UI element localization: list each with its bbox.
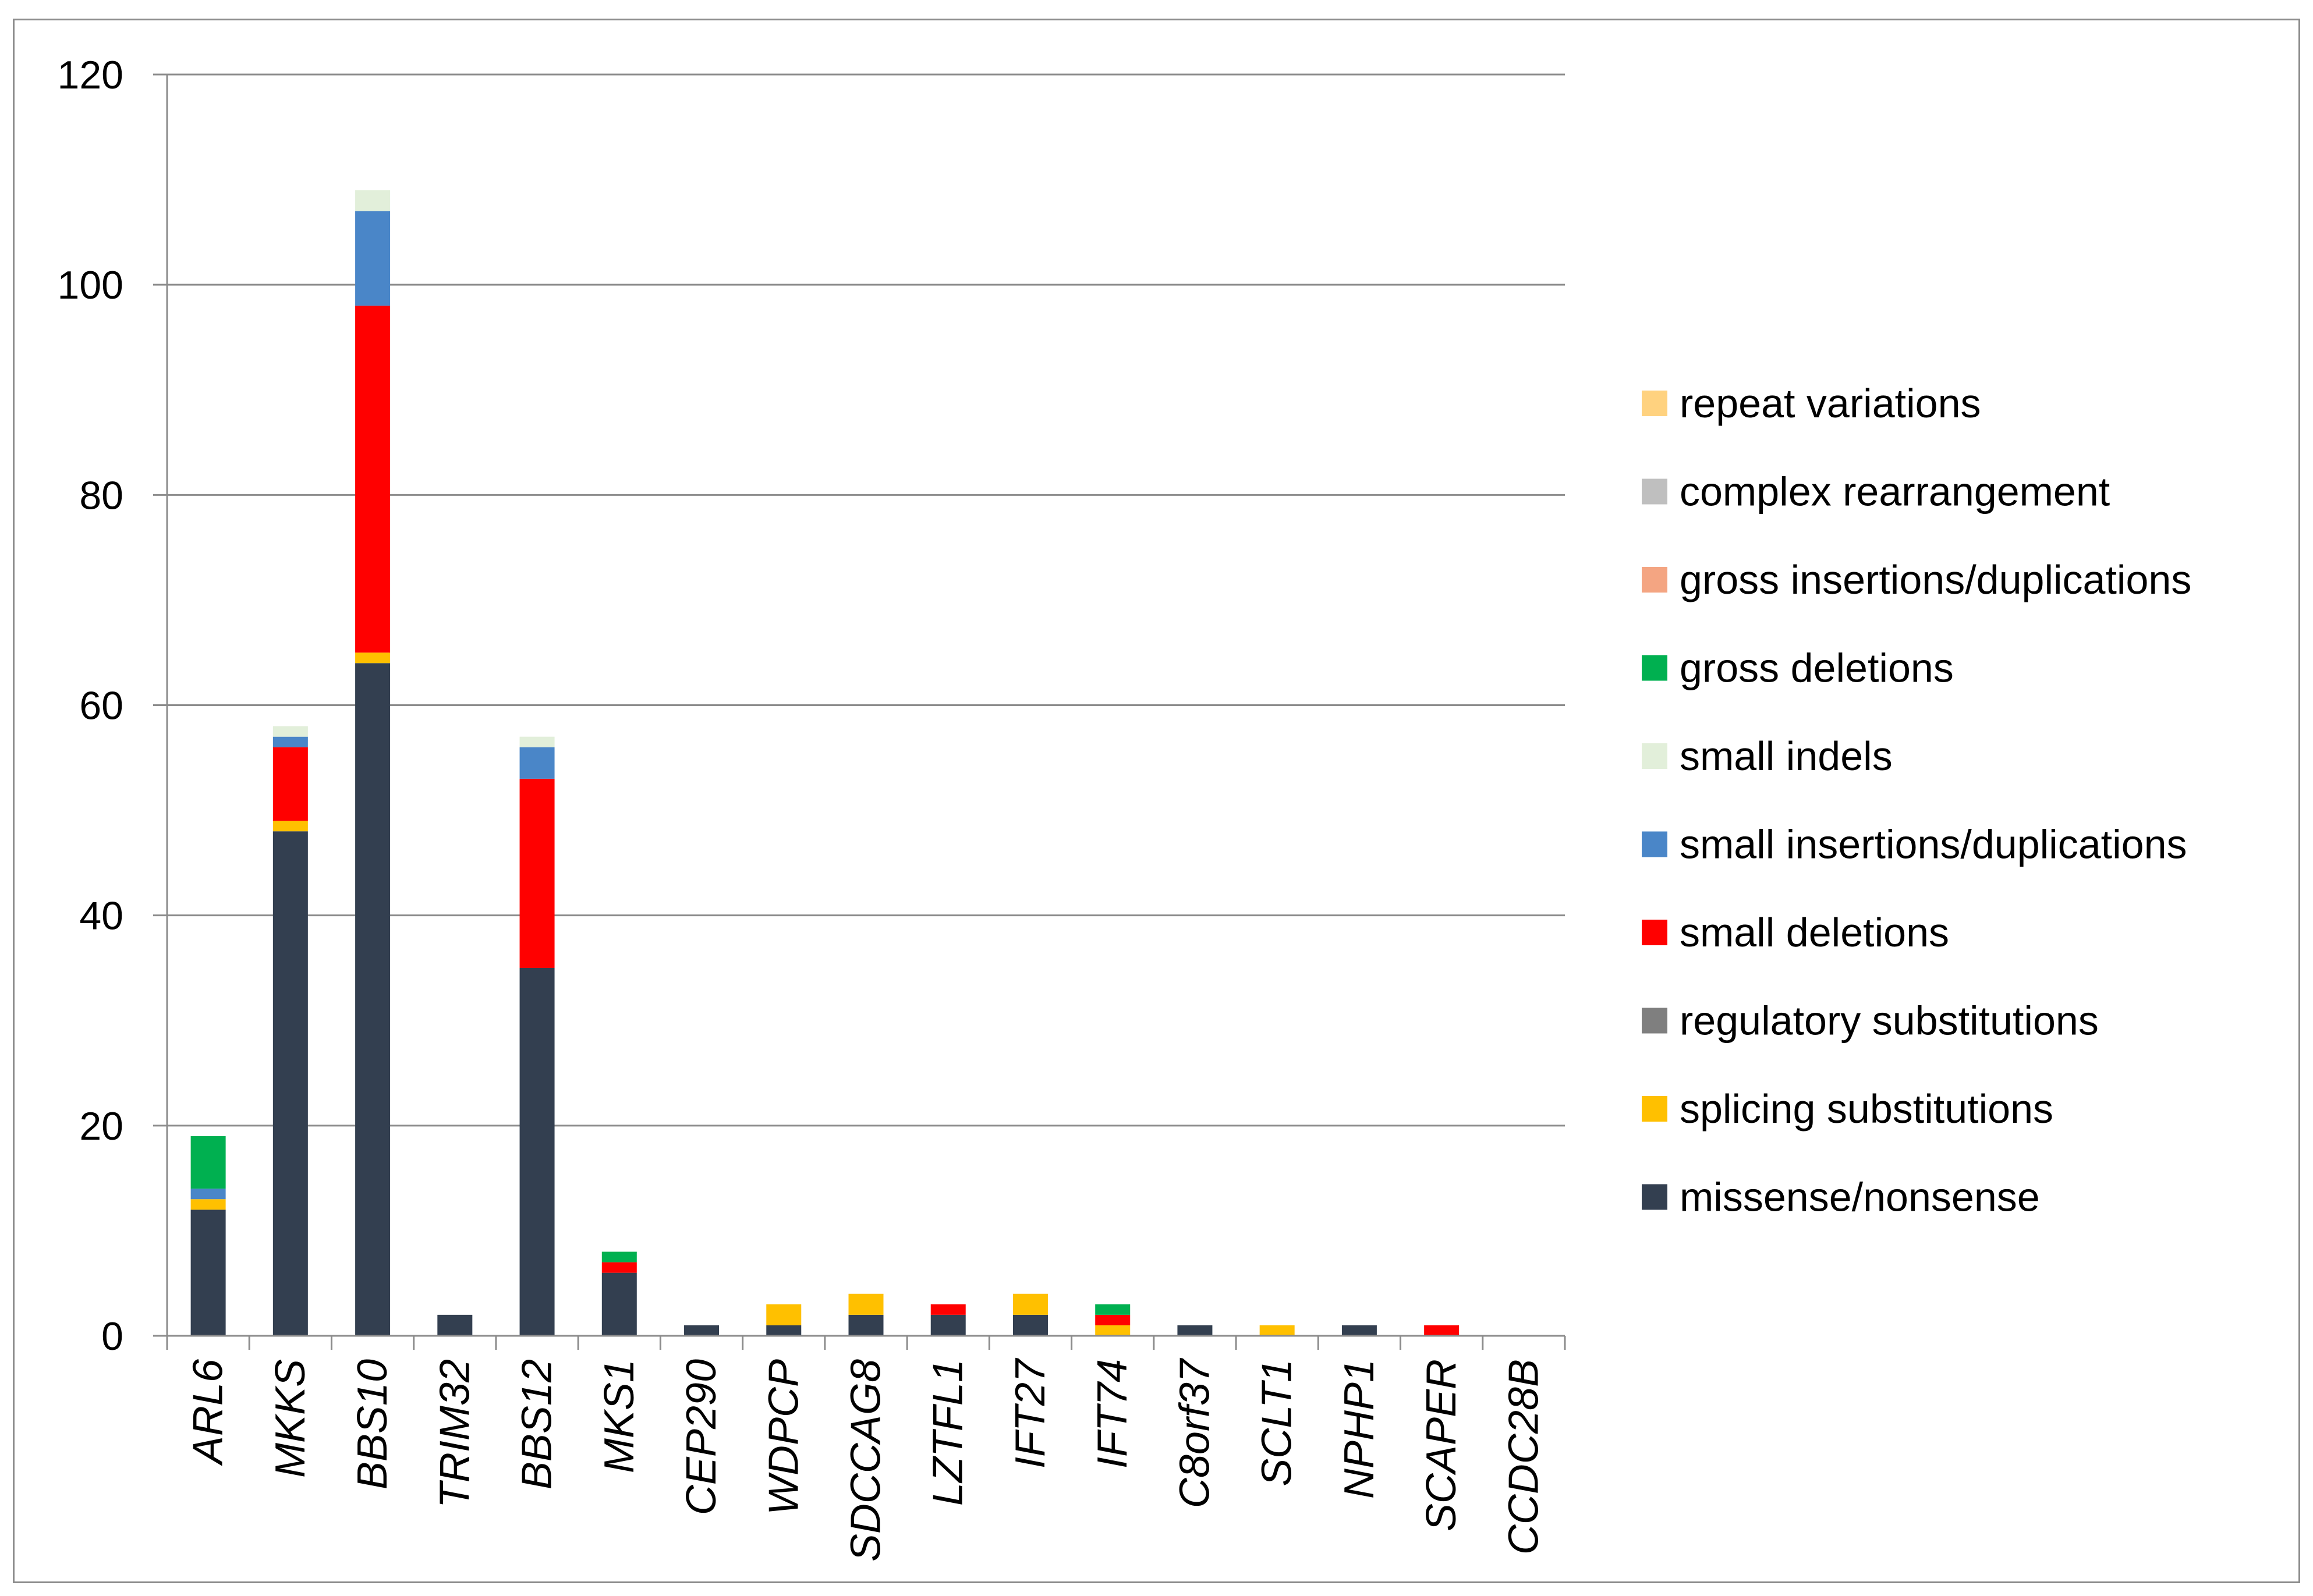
legend-label: complex rearrangement — [1680, 469, 2110, 515]
y-tick-label: 20 — [79, 1104, 123, 1148]
bar-segment-ARL6-gross-deletions — [190, 1136, 226, 1189]
x-tick-label: SDCCAG8 — [843, 1359, 890, 1562]
y-tick-label: 100 — [58, 263, 123, 307]
x-tick-label: NPHP1 — [1336, 1359, 1383, 1499]
x-tick-label: ARL6 — [185, 1359, 232, 1466]
bar-segment-CEP290-missense-nonsense — [684, 1325, 720, 1336]
legend-label: regulatory substitutions — [1680, 998, 2099, 1044]
legend-swatch — [1642, 655, 1667, 681]
bars — [190, 190, 1460, 1336]
legend-label: missense/nonsense — [1680, 1175, 2040, 1220]
legend-label: splicing substitutions — [1680, 1086, 2053, 1132]
bar-segment-SDCCAG8-missense-nonsense — [848, 1314, 884, 1336]
bar-segment-MKKS-splicing-substitutions — [272, 821, 308, 832]
bar-segment-ARL6-small-insertions-duplications — [190, 1189, 226, 1200]
y-tick-label: 80 — [79, 473, 123, 517]
gridlines — [167, 73, 1565, 1127]
bar-segment-WDPCP-missense-nonsense — [766, 1325, 802, 1336]
bar-segment-SDCCAG8-splicing-substitutions — [848, 1293, 884, 1315]
x-tick-label: TRIM32 — [431, 1359, 478, 1508]
bar-segment-BBS10-small-insertions-duplications — [355, 211, 391, 306]
y-tick-label: 120 — [58, 53, 123, 97]
bar-segment-NPHP1-missense-nonsense — [1341, 1325, 1377, 1336]
legend-swatch — [1642, 743, 1667, 769]
legend-swatch — [1642, 920, 1667, 945]
legend-swatch — [1642, 1184, 1667, 1210]
bar-segment-WDPCP-splicing-substitutions — [766, 1304, 802, 1325]
x-tick-labels: ARL6 MKKS BBS10 TRIM32 BBS12 MKS1 CEP290 WDPCP S… — [185, 1357, 1547, 1562]
y-tick-labels: 0 20 40 60 80 100 120 — [58, 53, 123, 1359]
x-tick-label: CEP290 — [678, 1359, 725, 1515]
bar-segment-C8orf37-missense-nonsense — [1177, 1325, 1213, 1336]
legend-swatch — [1642, 391, 1667, 416]
bar-segment-ARL6-splicing-substitutions — [190, 1199, 226, 1210]
y-tick-label: 40 — [79, 894, 123, 938]
y-tick-label: 60 — [79, 684, 123, 728]
legend-label: gross deletions — [1680, 646, 1954, 691]
bar-segment-BBS12-missense-nonsense — [519, 967, 555, 1336]
legend-label: repeat variations — [1680, 381, 1981, 426]
bar-segment-IFT74-gross-deletions — [1095, 1304, 1131, 1315]
bar-segment-ARL6-missense-nonsense — [190, 1210, 226, 1336]
bar-segment-BBS12-small-insertions-duplications — [519, 747, 555, 779]
legend-label: small insertions/duplications — [1680, 822, 2187, 867]
legend-label: small deletions — [1680, 910, 1949, 955]
bar-segment-BBS12-small-indels — [519, 736, 555, 747]
legend-label: small indels — [1680, 733, 1893, 779]
x-tick-label: MKKS — [267, 1359, 314, 1478]
bar-segment-MKS1-small-deletions — [601, 1262, 637, 1273]
legend-swatch — [1642, 831, 1667, 857]
bar-segment-SCAPER-small-deletions — [1424, 1325, 1460, 1336]
x-tick-label: LZTFL1 — [925, 1359, 972, 1506]
legend-swatch — [1642, 1096, 1667, 1122]
legend-swatch — [1642, 478, 1667, 505]
bar-segment-LZTFL1-small-deletions — [930, 1304, 966, 1315]
x-tick-label: BBS10 — [349, 1359, 396, 1489]
bar-segment-MKKS-small-indels — [272, 726, 308, 737]
bar-segment-MKS1-gross-deletions — [601, 1251, 637, 1262]
bar-segment-IFT27-splicing-substitutions — [1012, 1293, 1048, 1315]
x-tick-label: CCDC28B — [1500, 1359, 1547, 1555]
x-tick-label: BBS12 — [514, 1359, 561, 1489]
bar-segment-MKS1-missense-nonsense — [601, 1272, 637, 1336]
y-tick-label: 0 — [101, 1314, 123, 1359]
bar-segment-BBS10-splicing-substitutions — [355, 652, 391, 664]
bar-segment-BBS10-missense-nonsense — [355, 663, 391, 1336]
bar-segment-BBS10-small-indels — [355, 190, 391, 211]
bar-segment-BBS10-small-deletions — [355, 306, 391, 653]
bar-segment-MKKS-missense-nonsense — [272, 831, 308, 1336]
bar-segment-IFT74-splicing-substitutions — [1095, 1325, 1131, 1336]
bar-segment-IFT74-small-deletions — [1095, 1314, 1131, 1325]
legend-swatch — [1642, 1008, 1667, 1034]
axes — [153, 73, 1566, 1350]
chart-frame — [13, 19, 2300, 1583]
bar-segment-BBS12-small-deletions — [519, 778, 555, 968]
x-tick-label: C8orf37 — [1171, 1357, 1218, 1508]
legend: repeat variations complex rearrangement gr… — [1642, 381, 2191, 1220]
x-tick-label: SCAPER — [1418, 1359, 1465, 1531]
legend-swatch — [1642, 567, 1667, 593]
x-tick-label: IFT27 — [1007, 1357, 1054, 1469]
bar-segment-LZTFL1-missense-nonsense — [930, 1314, 966, 1336]
x-tick-label: MKS1 — [596, 1359, 643, 1473]
bar-segment-MKKS-small-deletions — [272, 747, 308, 821]
x-tick-label: WDPCP — [760, 1359, 807, 1515]
bar-segment-SCLT1-splicing-substitutions — [1259, 1325, 1295, 1336]
x-tick-label: SCLT1 — [1254, 1359, 1301, 1487]
legend-label: gross insertions/duplications — [1680, 557, 2191, 602]
bar-segment-TRIM32-missense-nonsense — [437, 1314, 473, 1336]
x-tick-label: IFT74 — [1089, 1359, 1136, 1469]
bar-segment-MKKS-small-insertions-duplications — [272, 736, 308, 747]
bar-segment-IFT27-missense-nonsense — [1012, 1314, 1048, 1336]
